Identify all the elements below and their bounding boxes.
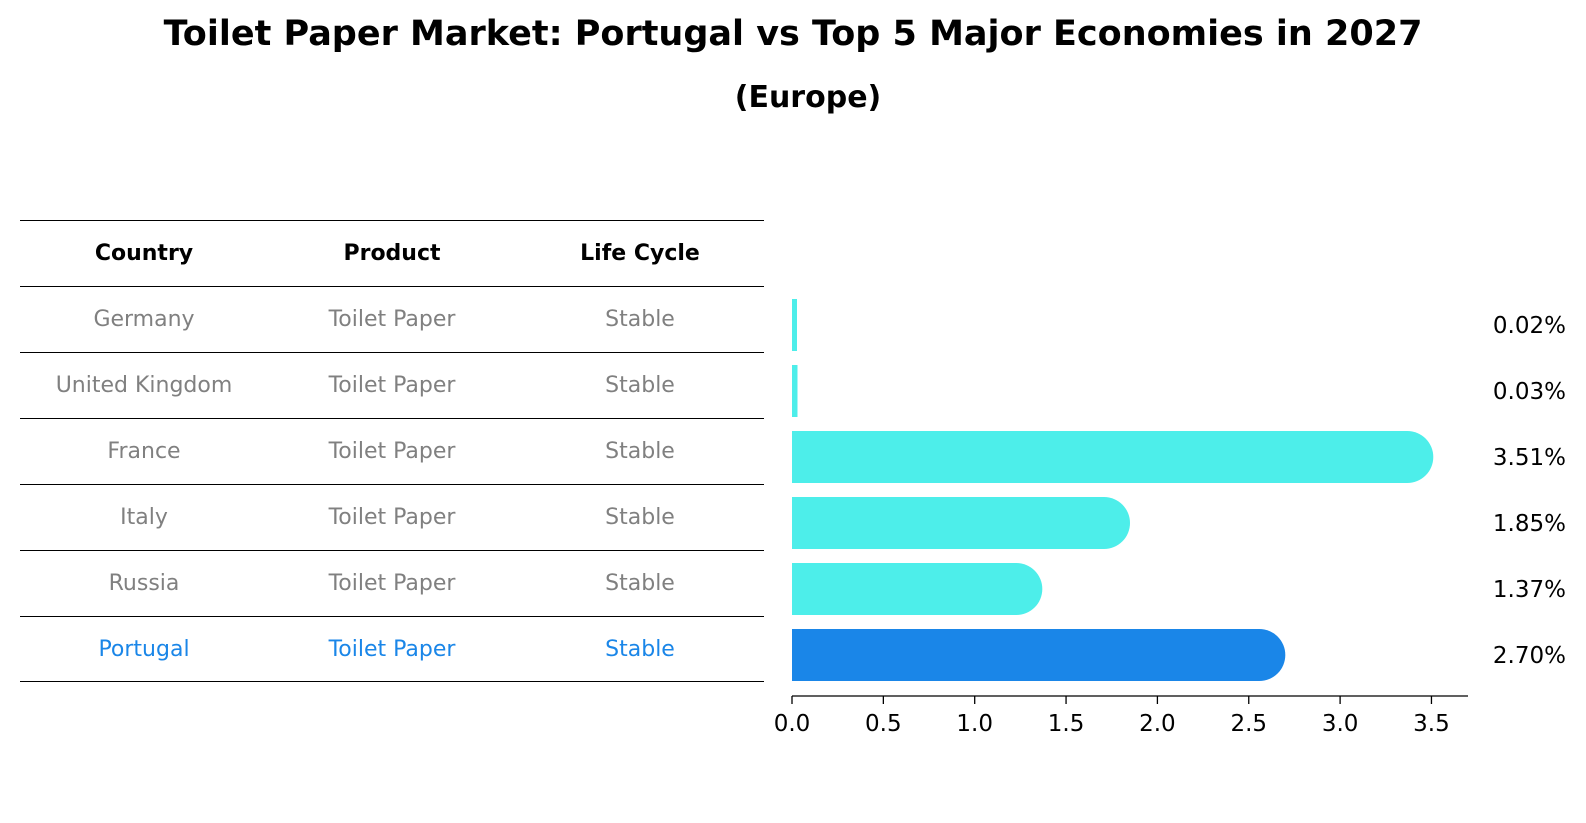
x-tick-label: 1.5 xyxy=(1048,711,1085,737)
cell-country: United Kingdom xyxy=(55,373,233,398)
table-row-highlight: Portugal Toilet Paper Stable xyxy=(20,616,764,682)
cell-country: Portugal xyxy=(98,636,190,662)
x-tick-label: 0.5 xyxy=(865,711,902,737)
x-tick-label: 3.5 xyxy=(1413,711,1450,737)
table-header-row: Country Product Life Cycle xyxy=(20,220,764,286)
x-tick-label: 2.0 xyxy=(1139,711,1176,737)
cell-product: Toilet Paper xyxy=(328,571,456,596)
data-label: 1.85% xyxy=(1493,511,1566,537)
cell-product: Toilet Paper xyxy=(328,505,456,530)
chart-subtitle: (Europe) xyxy=(734,80,882,115)
data-label: 0.02% xyxy=(1493,313,1566,339)
bar-russia xyxy=(792,563,1043,615)
cell-product: Toilet Paper xyxy=(328,307,456,332)
x-tick-label: 3.0 xyxy=(1322,711,1359,737)
cell-life-cycle: Stable xyxy=(605,505,675,530)
cell-life-cycle: Stable xyxy=(605,439,675,464)
table-row: United Kingdom Toilet Paper Stable xyxy=(20,352,764,418)
cell-product: Toilet Paper xyxy=(328,439,456,464)
bar-united-kingdom xyxy=(792,365,798,417)
table-row: France Toilet Paper Stable xyxy=(20,418,764,484)
cell-product: Toilet Paper xyxy=(328,373,456,398)
data-label: 0.03% xyxy=(1493,379,1566,405)
chart-title: Toilet Paper Market: Portugal vs Top 5 M… xyxy=(163,14,1423,54)
table-row: Italy Toilet Paper Stable xyxy=(20,484,764,550)
cell-life-cycle: Stable xyxy=(605,373,675,398)
cell-life-cycle: Stable xyxy=(605,307,675,332)
cell-country: Russia xyxy=(108,571,180,596)
cell-product: Toilet Paper xyxy=(328,636,456,662)
header-product: Product xyxy=(343,241,441,266)
cell-country: Germany xyxy=(93,307,195,332)
table-row: Germany Toilet Paper Stable xyxy=(20,286,764,352)
bar-france xyxy=(792,431,1434,483)
table-row: Russia Toilet Paper Stable xyxy=(20,550,764,616)
cell-country: France xyxy=(107,439,181,464)
cell-country: Italy xyxy=(120,505,168,530)
data-label: 2.70% xyxy=(1493,643,1566,669)
data-table: Country Product Life Cycle Germany Toile… xyxy=(20,220,764,682)
header-country: Country xyxy=(94,241,194,266)
bar-italy xyxy=(792,497,1130,549)
cell-life-cycle: Stable xyxy=(605,636,675,662)
bar-germany xyxy=(792,299,797,351)
data-label: 1.37% xyxy=(1493,577,1566,603)
x-tick-label: 0.0 xyxy=(774,711,811,737)
bar-portugal xyxy=(792,629,1286,681)
header-life-cycle: Life Cycle xyxy=(580,241,700,266)
data-label: 3.51% xyxy=(1493,445,1566,471)
cell-life-cycle: Stable xyxy=(605,571,675,596)
x-tick-label: 1.0 xyxy=(956,711,993,737)
x-tick-label: 2.5 xyxy=(1230,711,1267,737)
